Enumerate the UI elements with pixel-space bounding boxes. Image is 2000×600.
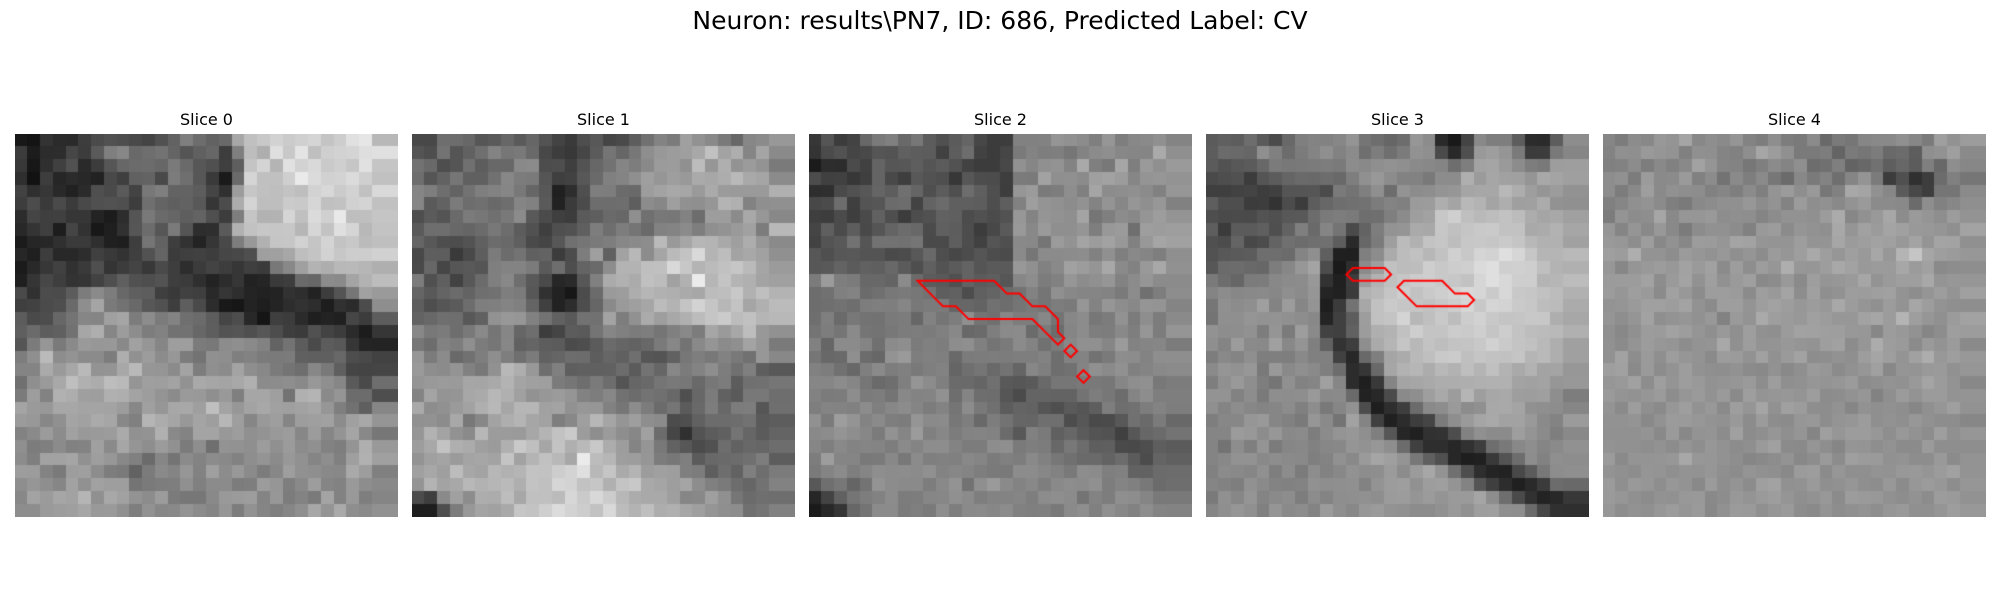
slice-image-2 [809, 134, 1192, 517]
slice-image-4 [1603, 134, 1986, 517]
slice-panel-1: Slice 1 [412, 108, 795, 517]
slice-panel-3: Slice 3 [1206, 108, 1589, 517]
slice-image-0 [15, 134, 398, 517]
slice-panel-2: Slice 2 [809, 108, 1192, 517]
slice-panel-4: Slice 4 [1603, 108, 1986, 517]
slice-title-4: Slice 4 [1768, 110, 1821, 129]
slice-image-1 [412, 134, 795, 517]
figure-title: Neuron: results\PN7, ID: 686, Predicted … [692, 6, 1308, 35]
slice-title-3: Slice 3 [1371, 110, 1424, 129]
slice-image-3 [1206, 134, 1589, 517]
slice-panel-0: Slice 0 [15, 108, 398, 517]
slice-title-2: Slice 2 [974, 110, 1027, 129]
slice-title-0: Slice 0 [180, 110, 233, 129]
slice-title-1: Slice 1 [577, 110, 630, 129]
